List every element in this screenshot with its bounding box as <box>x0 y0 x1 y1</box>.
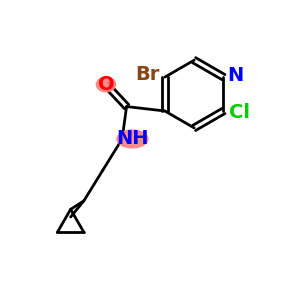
Text: NH: NH <box>116 130 149 148</box>
Text: N: N <box>227 66 244 85</box>
Text: O: O <box>98 75 114 94</box>
Ellipse shape <box>96 77 116 92</box>
Ellipse shape <box>117 130 148 148</box>
Text: Br: Br <box>135 65 160 84</box>
Text: Cl: Cl <box>229 103 250 122</box>
